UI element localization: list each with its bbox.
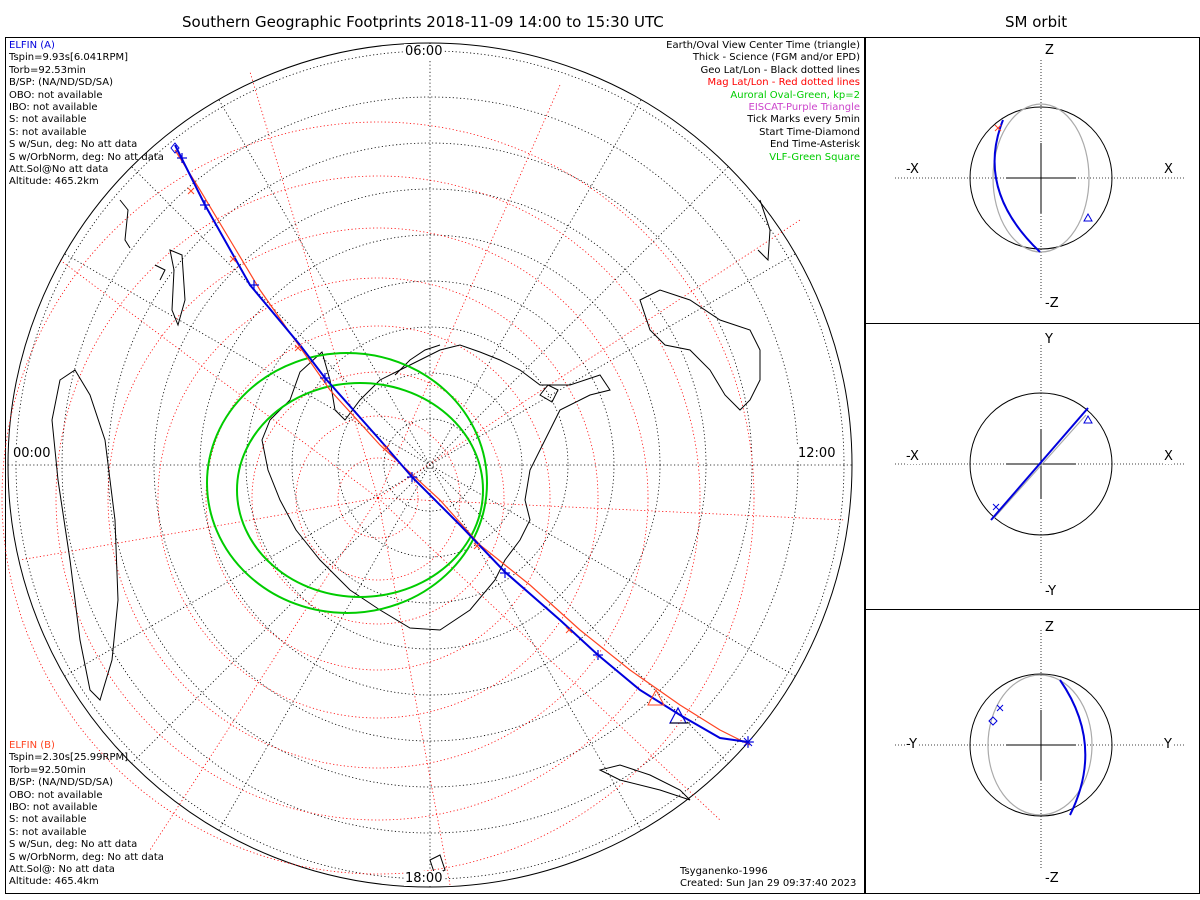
elfin-b-line: Att.Sol@: No att data: [9, 864, 115, 876]
elfin-b-line: B/SP: (NA/ND/SD/SA): [9, 777, 113, 789]
legend-item: EISCAT-Purple Triangle: [748, 102, 861, 114]
elfin-b-line: Altitude: 465.4km: [9, 876, 99, 888]
elfin-a-line: IBO: not available: [9, 102, 98, 114]
sm3-bottom-label: -Z: [1044, 871, 1060, 886]
elfin-b-line: IBO: not available: [9, 802, 98, 814]
elfin-b-line: S w/OrbNorm, deg: No att data: [9, 851, 164, 863]
footprint-map-panel: [5, 37, 865, 894]
time-label-06: 06:00: [404, 44, 444, 59]
sm1-top-label: Z: [1044, 43, 1055, 58]
main-title: Southern Geographic Footprints 2018-11-0…: [182, 13, 664, 31]
elfin-a-ticks: [177, 153, 753, 747]
elfin-a-line: Altitude: 465.2km: [9, 176, 99, 188]
elfin-a-track: [174, 144, 749, 743]
elfin-b-ticks: [187, 187, 573, 634]
geo-longitude-grid: [8, 43, 852, 887]
sm1-bottom-label: -Z: [1044, 296, 1060, 311]
sm-orbit-title: SM orbit: [1005, 13, 1068, 31]
elfin-b-view-triangle: [647, 688, 665, 706]
legend-item: VLF-Green Square: [769, 151, 860, 163]
elfin-a-name: ELFIN (A): [9, 40, 55, 51]
elfin-b-info: ELFIN (B) Tspin=2.30s[25.99RPM] Torb=92.…: [9, 740, 164, 889]
time-label-00: 00:00: [12, 446, 52, 461]
sm3-right-label: Y: [1163, 737, 1173, 752]
elfin-a-info: ELFIN (A) Tspin=9.93s[6.041RPM] Torb=92.…: [9, 40, 164, 189]
legend-item: Auroral Oval-Green, kp=2: [730, 89, 860, 101]
sm2-bottom-label: -Y: [1044, 584, 1058, 599]
end-asterisk: [742, 736, 754, 748]
elfin-a-line: B/SP: (NA/ND/SD/SA): [9, 77, 113, 89]
model-label: Tsyganenko-1996: [680, 866, 768, 877]
sm3-left-label: -Y: [905, 737, 919, 752]
start-diamond: [170, 142, 180, 154]
legend-item: End Time-Asterisk: [769, 139, 860, 151]
elfin-a-line: S: not available: [9, 126, 87, 138]
legend-item: Geo Lat/Lon - Black dotted lines: [700, 64, 860, 76]
elfin-b-line: S: not available: [9, 814, 87, 826]
legend-item: Tick Marks every 5min: [747, 114, 860, 126]
elfin-b-name: ELFIN (B): [9, 740, 55, 751]
elfin-b-line: Torb=92.50min: [9, 764, 86, 776]
mag-latitude-grid: [1, 121, 755, 875]
sm1-left-label: -X: [905, 162, 920, 177]
sm2-right-label: X: [1163, 449, 1174, 464]
legend: Earth/Oval View Center Time (triangle) T…: [666, 40, 860, 164]
elfin-a-line: OBO: not available: [9, 89, 103, 101]
mag-longitude-grid: [19, 71, 846, 886]
sm-panel-2: [865, 323, 1200, 610]
elfin-a-line: Torb=92.53min: [9, 64, 86, 76]
elfin-a-line: Tspin=9.93s[6.041RPM]: [9, 52, 129, 64]
legend-item: Thick - Science (FGM and/or EPD): [692, 52, 860, 64]
time-label-12: 12:00: [797, 446, 837, 461]
elfin-b-line: S: not available: [9, 826, 87, 838]
sm1-right-label: X: [1163, 162, 1174, 177]
elfin-a-line: S: not available: [9, 114, 87, 126]
auroral-oval: [206, 352, 488, 614]
coastlines: [51, 199, 771, 876]
sm2-top-label: Y: [1044, 332, 1054, 347]
sm2-left-label: -X: [905, 449, 920, 464]
elfin-b-line: S w/Sun, deg: No att data: [9, 839, 138, 851]
elfin-a-line: S w/Sun, deg: No att data: [9, 139, 138, 151]
sm3-top-label: Z: [1044, 620, 1055, 635]
legend-item: Mag Lat/Lon - Red dotted lines: [707, 77, 860, 89]
sm-panel-1: [865, 37, 1200, 324]
elfin-a-line: S w/OrbNorm, deg: No att data: [9, 151, 164, 163]
elfin-b-line: Tspin=2.30s[25.99RPM]: [9, 752, 129, 764]
time-label-18: 18:00: [404, 871, 444, 886]
elfin-a-line: Att.Sol@No att data: [9, 164, 109, 176]
legend-item: Earth/Oval View Center Time (triangle): [666, 40, 860, 51]
footer: Tsyganenko-1996 Created: Sun Jan 29 09:3…: [680, 866, 856, 891]
created-label: Created: Sun Jan 29 09:37:40 2023: [680, 878, 857, 890]
legend-item: Start Time-Diamond: [759, 126, 860, 138]
elfin-b-line: OBO: not available: [9, 789, 103, 801]
elfin-b-track: [174, 149, 751, 746]
